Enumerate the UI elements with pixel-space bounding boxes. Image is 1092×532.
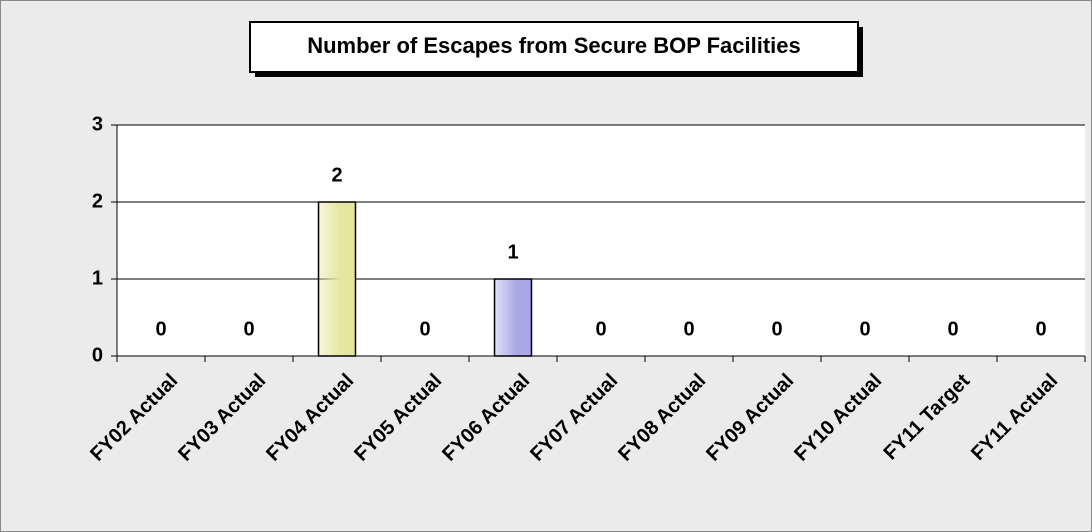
data-label: 0 [155, 318, 166, 340]
data-label: 0 [947, 318, 958, 340]
data-label: 0 [419, 318, 430, 340]
data-label: 0 [243, 318, 254, 340]
bar [317, 201, 357, 357]
data-label: 2 [331, 164, 342, 186]
data-label: 0 [771, 318, 782, 340]
title-box [249, 21, 859, 73]
y-tick-label: 2 [92, 190, 103, 212]
bar [493, 278, 533, 357]
y-tick-label: 3 [92, 113, 103, 135]
plot-area [117, 125, 1085, 356]
chart-title: Number of Escapes from Secure BOP Facili… [307, 33, 801, 58]
data-label: 0 [1035, 318, 1046, 340]
y-tick-label: 0 [92, 344, 103, 366]
data-label: 0 [859, 318, 870, 340]
y-tick-label: 1 [92, 267, 103, 289]
data-label: 0 [595, 318, 606, 340]
data-label: 1 [507, 241, 518, 263]
data-label: 0 [683, 318, 694, 340]
